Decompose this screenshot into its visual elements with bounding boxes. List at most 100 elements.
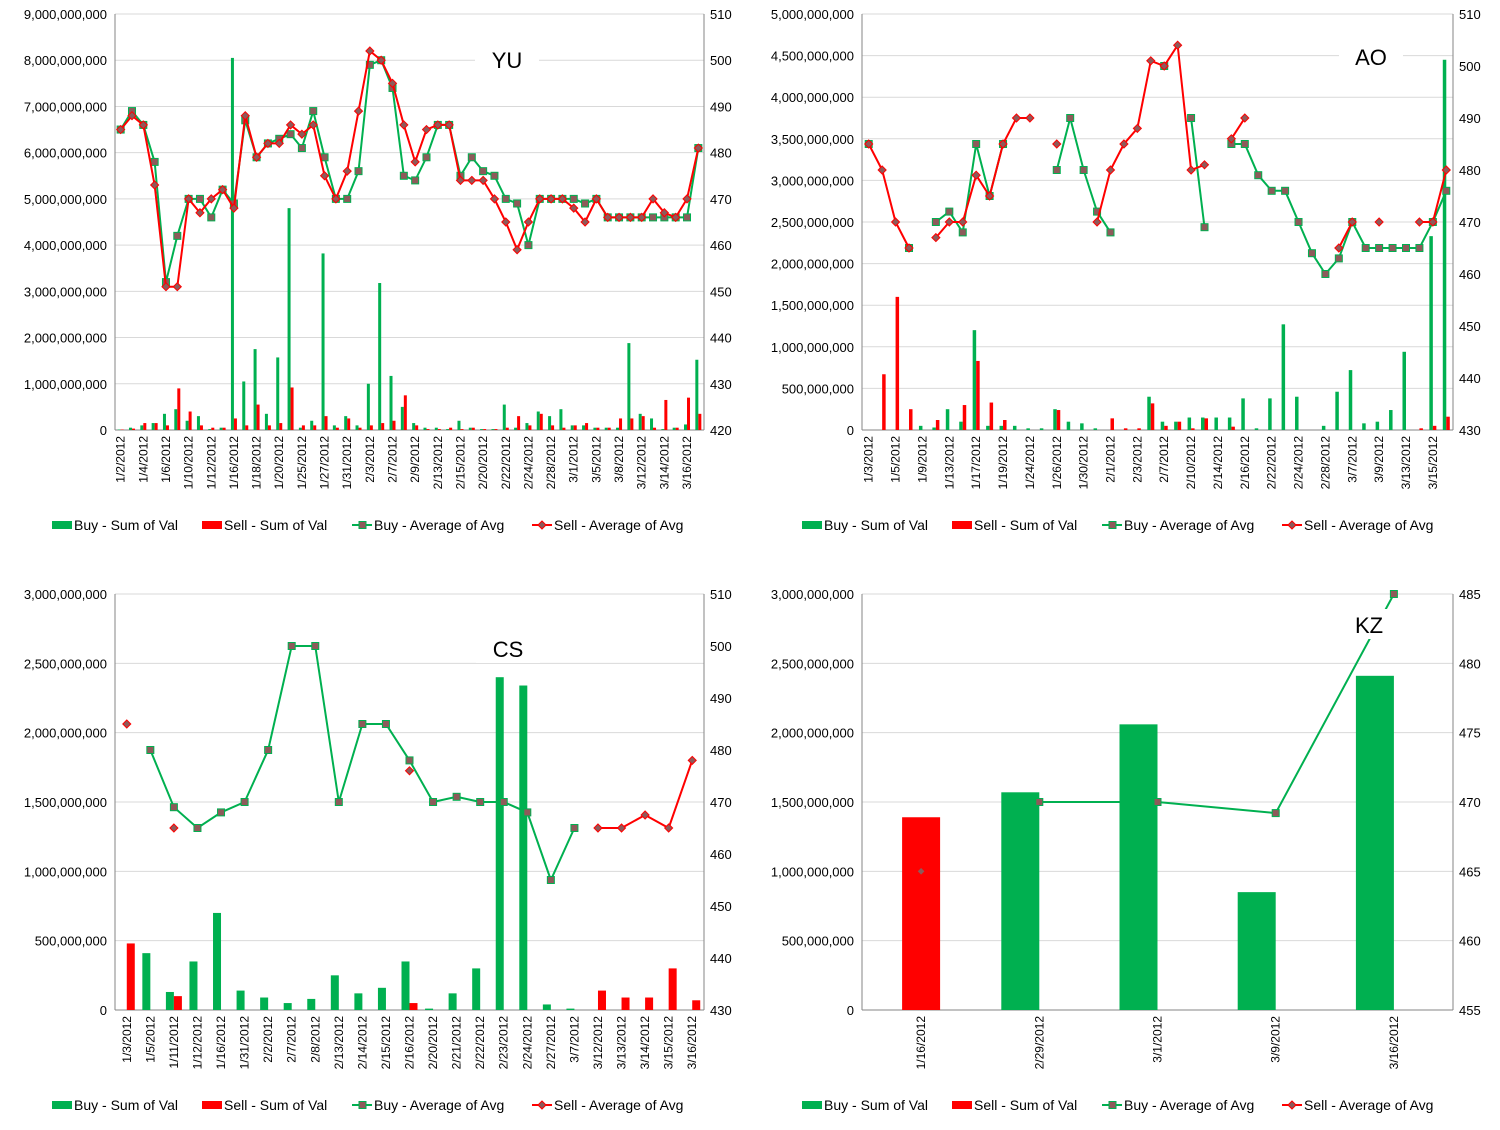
x-axis-tick-label: 3/15/2012 <box>1426 436 1440 490</box>
x-axis-tick-label: 2/8/2012 <box>308 1016 322 1063</box>
buy-bar <box>378 988 386 1010</box>
y2-axis-tick-label: 480 <box>710 146 732 161</box>
x-axis-tick-label: 1/11/2012 <box>167 1016 181 1069</box>
sell-average-marker <box>1093 218 1101 226</box>
buy-bar <box>1053 409 1057 430</box>
buy-average-marker <box>502 195 509 202</box>
buy-bar <box>1238 892 1276 1010</box>
buy-average-marker <box>170 804 177 811</box>
chart-yu: 9,000,000,0008,000,000,0007,000,000,0006… <box>0 0 750 562</box>
sell-bar <box>528 425 531 430</box>
buy-average-marker <box>265 747 272 754</box>
buy-bar <box>973 330 977 430</box>
legend-label: Sell - Average of Avg <box>554 517 683 533</box>
sell-bar <box>882 374 886 430</box>
sell-bar <box>174 996 182 1010</box>
x-axis-tick-label: 2/22/2012 <box>499 436 513 490</box>
legend-marker <box>1109 1102 1116 1109</box>
x-axis-tick-label: 1/16/2012 <box>227 436 241 490</box>
x-axis-tick-label: 1/26/2012 <box>1050 436 1064 490</box>
buy-average-marker <box>241 799 248 806</box>
buy-average-marker <box>382 721 389 728</box>
chart-title: AO <box>1355 45 1387 70</box>
sell-average-marker <box>173 283 181 291</box>
buy-average-marker <box>1335 255 1342 262</box>
x-axis-tick-label: 2/7/2012 <box>1157 436 1171 483</box>
sell-average-marker <box>411 158 419 166</box>
buy-average-marker <box>1443 187 1450 194</box>
buy-average-marker <box>321 154 328 161</box>
sell-bar <box>325 416 328 430</box>
y-axis-tick-label: 4,000,000,000 <box>771 90 854 105</box>
buy-average-marker <box>423 154 430 161</box>
legend-marker <box>1288 521 1296 529</box>
buy-average-marker <box>1295 219 1302 226</box>
y2-axis-tick-label: 490 <box>1459 111 1481 126</box>
buy-average-marker <box>547 877 554 884</box>
buy-bar <box>1282 324 1286 430</box>
buy-bar <box>140 425 143 430</box>
x-axis-tick-label: 1/13/2012 <box>942 436 956 490</box>
x-axis-tick-label: 2/22/2012 <box>473 1016 487 1070</box>
y2-axis-tick-label: 510 <box>710 587 732 602</box>
buy-bar <box>367 384 370 430</box>
buy-bar <box>237 991 245 1010</box>
sell-bar <box>596 428 599 430</box>
y-axis-tick-label: 0 <box>100 423 107 438</box>
sell-bar <box>506 428 509 430</box>
buy-average-line <box>121 60 699 282</box>
sell-bar <box>896 297 900 430</box>
buy-average-marker <box>571 825 578 832</box>
legend-label: Buy - Average of Avg <box>374 1097 504 1113</box>
buy-bar <box>354 993 362 1010</box>
buy-bar <box>491 429 494 430</box>
buy-average-marker <box>1362 245 1369 252</box>
legend-swatch <box>202 1101 222 1109</box>
y-axis-tick-label: 5,000,000,000 <box>771 7 854 22</box>
sell-bar <box>963 405 967 430</box>
buy-average-marker <box>524 809 531 816</box>
buy-average-marker <box>194 825 201 832</box>
sell-average-marker <box>321 172 329 180</box>
sell-average-marker <box>1375 218 1383 226</box>
legend-swatch <box>952 1101 972 1109</box>
x-axis-tick-label: 3/16/2012 <box>1387 1016 1401 1070</box>
x-axis-tick-label: 1/2/2012 <box>114 436 128 483</box>
sell-bar <box>460 429 463 430</box>
buy-average-marker <box>1255 172 1262 179</box>
buy-bar <box>1335 392 1339 430</box>
sell-average-marker <box>892 218 900 226</box>
sell-bar <box>155 423 158 430</box>
buy-average-marker <box>582 200 589 207</box>
legend-swatch <box>802 521 822 529</box>
x-axis-tick-label: 1/20/2012 <box>272 436 286 490</box>
y-axis-tick-label: 5,000,000,000 <box>24 192 107 207</box>
buy-bar <box>1402 352 1406 430</box>
sell-average-marker <box>878 166 886 174</box>
sell-average-marker <box>502 218 510 226</box>
buy-bar <box>673 428 676 430</box>
buy-average-marker <box>1036 799 1043 806</box>
sell-average-marker <box>355 107 363 115</box>
x-axis-tick-label: 3/5/2012 <box>589 436 603 483</box>
buy-bar <box>322 253 325 430</box>
buy-bar <box>390 376 393 430</box>
buy-bar <box>1188 418 1192 430</box>
sell-bar <box>279 423 282 430</box>
buy-bar <box>1147 397 1151 430</box>
buy-average-marker <box>468 154 475 161</box>
legend-label: Buy - Average of Avg <box>1124 1097 1254 1113</box>
buy-bar <box>1026 428 1030 430</box>
buy-average-marker <box>477 799 484 806</box>
buy-bar <box>1228 418 1232 430</box>
x-axis-tick-label: 1/30/2012 <box>1077 436 1091 490</box>
buy-average-marker <box>932 219 939 226</box>
y-axis-tick-label: 1,500,000,000 <box>771 298 854 313</box>
x-axis-tick-label: 2/13/2012 <box>332 1016 346 1070</box>
sell-average-marker <box>1106 166 1114 174</box>
sell-bar <box>268 425 271 430</box>
buy-bar <box>1349 370 1353 430</box>
x-axis-tick-label: 1/5/2012 <box>143 1016 157 1063</box>
sell-average-line <box>121 51 699 287</box>
x-axis-tick-label: 2/7/2012 <box>386 436 400 483</box>
